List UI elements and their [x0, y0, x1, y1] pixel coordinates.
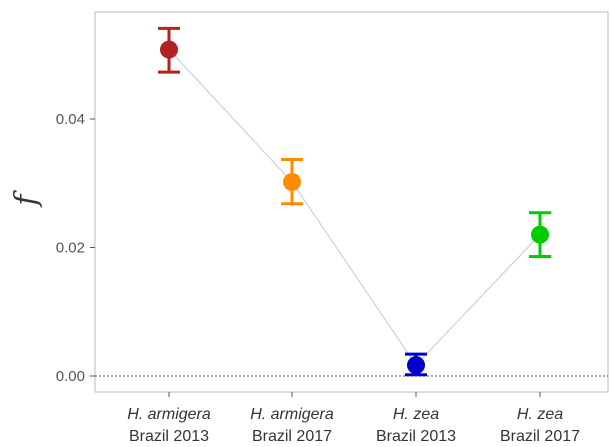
connector-lines [168, 49, 541, 366]
y-tick-label: 0.00 [56, 368, 85, 385]
data-point [531, 225, 549, 244]
y-axis: 0.00 0.02 0.04 [56, 111, 95, 385]
x-tick-label-species: H. armigera [250, 406, 334, 423]
connector-line [168, 49, 293, 183]
connector-line [415, 234, 541, 366]
y-tick-label: 0.04 [56, 111, 85, 128]
data-point [283, 172, 301, 191]
data-point [407, 356, 425, 375]
data-point-group [158, 26, 180, 74]
data-point [160, 40, 178, 59]
x-tick-label-species: H. zea [393, 406, 439, 423]
data-point-group [529, 211, 551, 258]
y-tick-label: 0.02 [56, 240, 85, 257]
x-tick-label-year: Brazil 2017 [252, 428, 332, 445]
data-point-group [281, 157, 303, 206]
x-tick-label-species: H. armigera [127, 406, 211, 423]
y-axis-label: f [9, 190, 44, 208]
x-tick-label-species: H. zea [517, 406, 563, 423]
data-points [158, 26, 551, 377]
x-tick-label-year: Brazil 2013 [129, 428, 209, 445]
plot-area [94, 11, 609, 393]
x-axis: H. armigera Brazil 2013 H. armigera Brazil … [127, 392, 580, 445]
data-point-group [405, 352, 427, 377]
x-tick-label-year: Brazil 2013 [376, 428, 456, 445]
x-tick-label-year: Brazil 2017 [500, 428, 580, 445]
connector-line [291, 181, 417, 366]
